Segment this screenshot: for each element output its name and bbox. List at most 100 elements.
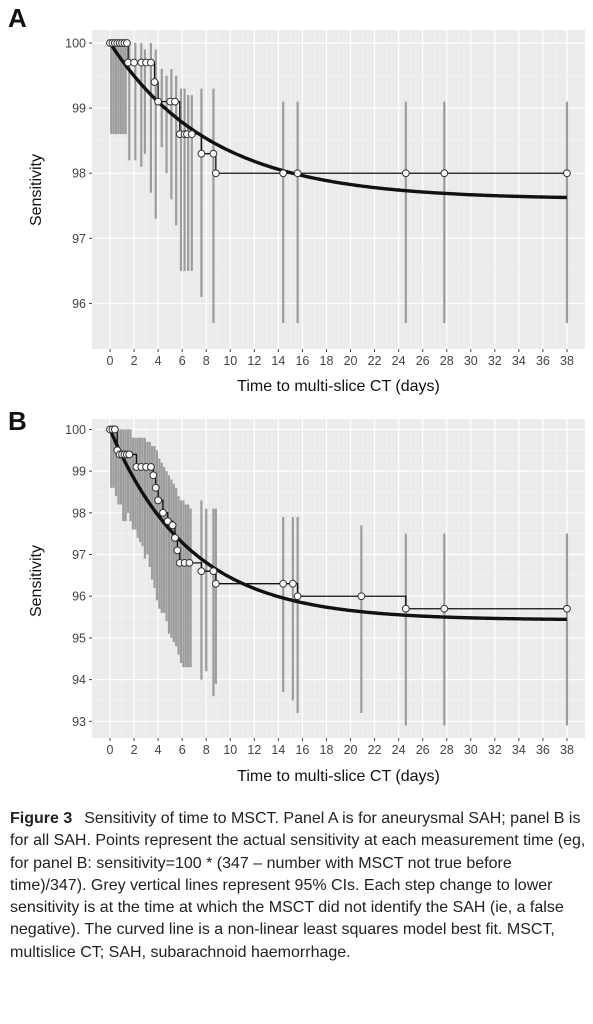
x-tick-label: 6	[179, 743, 186, 757]
y-tick-label: 98	[72, 167, 86, 181]
y-tick-label: 100	[65, 423, 86, 437]
y-axis-title: Sensitivity	[28, 545, 45, 617]
data-point	[357, 592, 366, 601]
x-tick-label: 18	[320, 354, 334, 368]
y-tick-label: 98	[72, 506, 86, 520]
data-point	[288, 579, 297, 588]
y-tick-label: 96	[72, 590, 86, 604]
data-points	[106, 425, 571, 613]
data-point	[293, 169, 302, 178]
data-point	[168, 521, 177, 530]
data-point	[563, 604, 571, 613]
x-tick-label: 10	[223, 354, 237, 368]
x-tick-label: 34	[512, 743, 526, 757]
data-point	[401, 604, 410, 613]
data-point	[293, 592, 302, 601]
x-tick-label: 38	[560, 354, 574, 368]
x-tick-label: 28	[440, 743, 454, 757]
x-axis-title: Time to multi-slice CT (days)	[237, 768, 440, 785]
data-point	[440, 604, 449, 613]
data-point	[163, 517, 172, 526]
x-tick-label: 20	[344, 743, 358, 757]
data-point	[209, 149, 218, 158]
data-point	[154, 97, 163, 106]
y-tick-label: 96	[72, 297, 86, 311]
x-axis-title: Time to multi-slice CT (days)	[237, 378, 440, 395]
x-tick-label: 6	[179, 354, 186, 368]
x-tick-label: 12	[247, 354, 261, 368]
data-point	[197, 567, 206, 576]
data-point	[110, 425, 119, 434]
data-point	[401, 169, 410, 178]
x-tick-label: 16	[295, 743, 309, 757]
y-tick-label: 94	[72, 673, 86, 687]
y-tick-label: 93	[72, 715, 86, 729]
fit-curve	[108, 428, 567, 622]
plot-area	[92, 30, 585, 349]
x-tick-label: 18	[320, 743, 334, 757]
x-tick-label: 0	[107, 743, 114, 757]
data-point	[125, 450, 134, 459]
data-point	[147, 463, 155, 471]
x-tick-label: 34	[512, 354, 526, 368]
data-point	[171, 533, 179, 542]
x-tick-label: 22	[368, 354, 382, 368]
x-tick-label: 4	[155, 743, 162, 757]
x-tick-label: 8	[203, 354, 210, 368]
x-tick-label: 2	[131, 354, 138, 368]
panel-label-b: B	[8, 406, 27, 436]
x-tick-label: 38	[560, 743, 574, 757]
x-tick-label: 36	[536, 354, 550, 368]
data-point	[130, 58, 138, 67]
x-tick-label: 30	[464, 743, 478, 757]
data-point	[279, 579, 288, 588]
chart-panel-a: A Sensitivity Time to multi-slice CT (da…	[8, 3, 585, 395]
figure-caption-text: Sensitivity of time to MSCT. Panel A is …	[10, 810, 586, 961]
x-tick-label: 14	[271, 354, 285, 368]
data-point	[150, 78, 159, 86]
x-tick-label: 26	[416, 354, 430, 368]
x-tick-label: 8	[203, 743, 210, 757]
x-tick-label: 10	[223, 743, 237, 757]
data-point	[187, 130, 196, 139]
panel-label-a: A	[8, 3, 27, 33]
x-tick-label: 32	[488, 743, 502, 757]
data-point	[149, 471, 158, 480]
x-tick-label: 24	[392, 354, 406, 368]
y-tick-label: 95	[72, 631, 86, 645]
x-tick-label: 20	[344, 354, 358, 368]
x-tick-label: 12	[247, 743, 261, 757]
data-point	[154, 496, 163, 505]
x-tick-label: 22	[368, 743, 382, 757]
x-tick-label: 0	[107, 354, 114, 368]
fit-curve	[108, 42, 567, 200]
y-axis-title: Sensitivity	[28, 154, 45, 226]
x-tick-label: 36	[536, 743, 550, 757]
x-tick-label: 28	[440, 354, 454, 368]
y-tick-label: 97	[72, 232, 86, 246]
data-point	[171, 97, 179, 106]
y-tick-label: 97	[72, 548, 86, 562]
x-tick-label: 26	[416, 743, 430, 757]
data-point	[279, 169, 288, 178]
plot-area	[92, 419, 585, 738]
x-tick-label: 24	[392, 743, 406, 757]
data-point	[563, 169, 571, 178]
data-point	[440, 169, 449, 178]
data-point	[185, 558, 194, 567]
x-tick-label: 30	[464, 354, 478, 368]
data-points	[106, 39, 571, 178]
data-point	[147, 58, 155, 67]
figure-caption-label: Figure 3	[10, 810, 73, 827]
data-point	[173, 546, 182, 555]
data-point	[209, 567, 218, 576]
x-tick-label: 2	[131, 743, 138, 757]
chart-panel-b: B Sensitivity Time to multi-slice CT (da…	[8, 406, 585, 785]
x-tick-label: 32	[488, 354, 502, 368]
x-tick-label: 16	[295, 354, 309, 368]
data-point	[151, 483, 160, 492]
data-point	[122, 39, 131, 47]
data-point	[159, 508, 167, 517]
y-tick-label: 99	[72, 102, 86, 116]
